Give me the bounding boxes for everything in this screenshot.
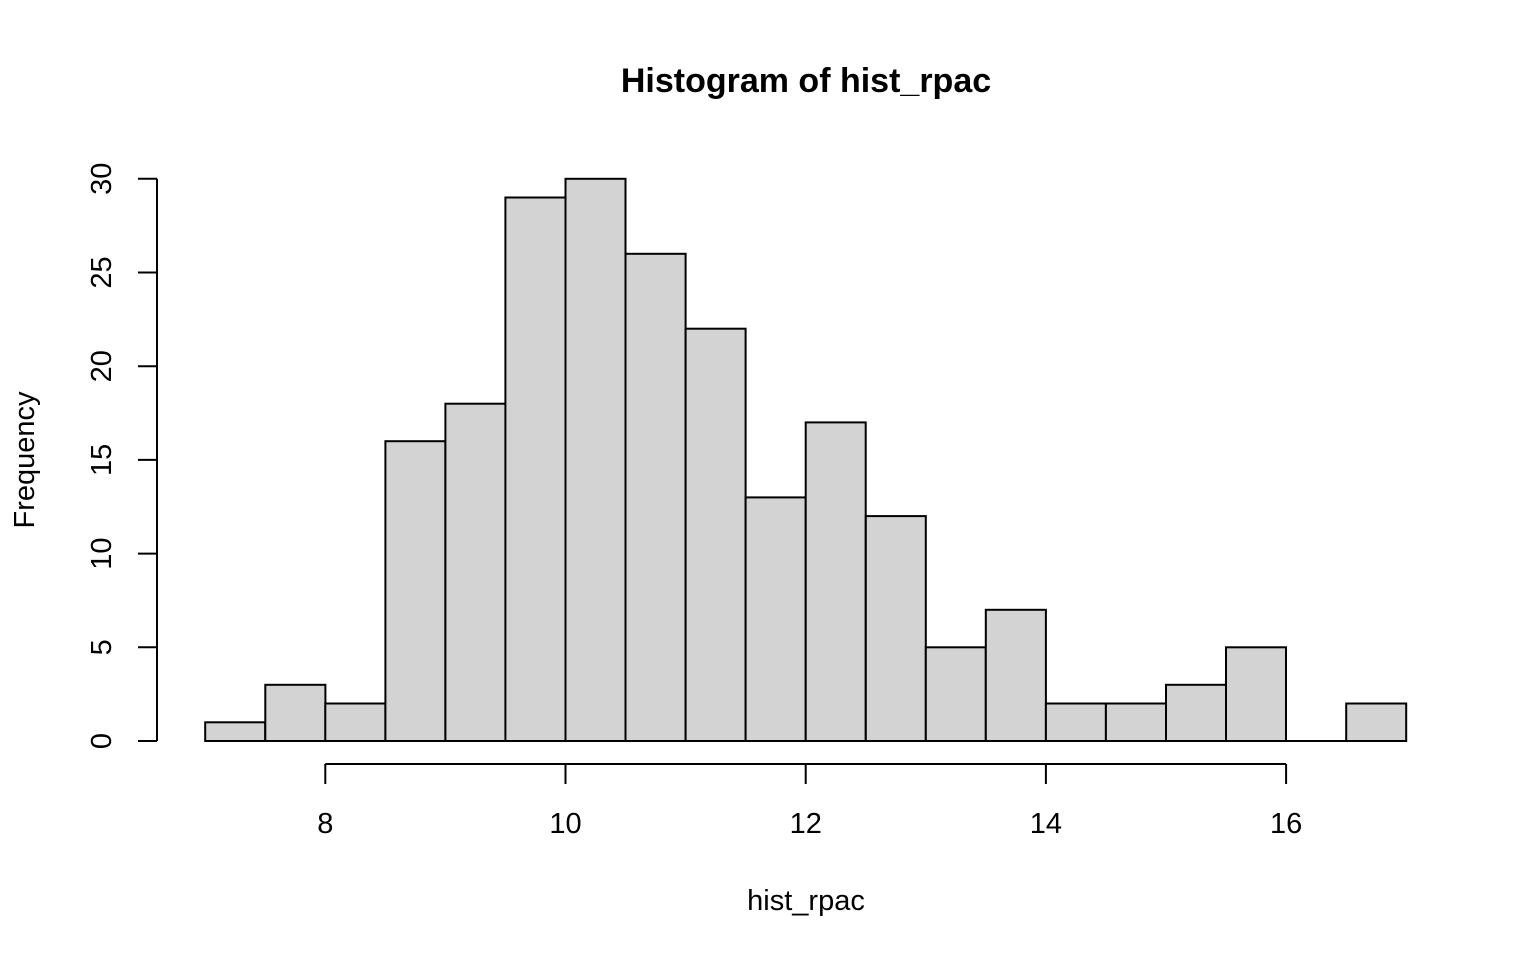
- y-tick-label-0: 0: [86, 733, 118, 749]
- x-tick-label-3: 14: [1030, 808, 1062, 840]
- histogram-bar-6: [564, 177, 627, 743]
- y-axis: 0 5 10 15 20 25 30: [86, 163, 158, 749]
- bars-group: [204, 177, 1408, 743]
- histogram-bar-13: [984, 608, 1047, 742]
- histogram-bar-10: [804, 421, 867, 742]
- y-tick-label-1: 5: [86, 639, 118, 655]
- histogram-bar-19: [1345, 702, 1408, 742]
- histogram-bar-15: [1104, 702, 1168, 742]
- x-tick-label-2: 12: [790, 808, 822, 840]
- histogram-bar-11: [864, 515, 927, 742]
- y-axis-label: Frequency: [9, 391, 41, 529]
- y-tick-label-5: 25: [86, 256, 118, 288]
- histogram-bar-2: [324, 702, 387, 742]
- histogram-bar-16: [1165, 683, 1227, 742]
- histogram-bar-0: [204, 721, 267, 742]
- y-tick-label-6: 30: [86, 163, 118, 195]
- histogram-bar-4: [444, 402, 507, 742]
- histogram-bar-9: [744, 496, 807, 742]
- x-axis: 8 10 12 14 16: [317, 763, 1302, 840]
- histogram-bar-8: [684, 327, 747, 742]
- x-tick-label-1: 10: [549, 808, 581, 840]
- histogram-bar-7: [624, 252, 687, 743]
- histogram-bar-5: [504, 196, 567, 742]
- histogram-bar-12: [924, 646, 987, 742]
- histogram-bar-17: [1225, 646, 1287, 742]
- histogram-bar-3: [384, 440, 447, 742]
- y-tick-label-4: 20: [86, 350, 118, 382]
- histogram-bar-1: [264, 683, 327, 742]
- x-axis-label: hist_rpac: [747, 885, 865, 917]
- chart-title: Histogram of hist_rpac: [621, 62, 991, 100]
- y-tick-label-2: 10: [86, 537, 118, 569]
- y-tick-label-3: 15: [86, 444, 118, 476]
- histogram-bar-14: [1044, 702, 1107, 742]
- x-tick-label-4: 16: [1270, 808, 1302, 840]
- x-tick-label-0: 8: [317, 808, 333, 840]
